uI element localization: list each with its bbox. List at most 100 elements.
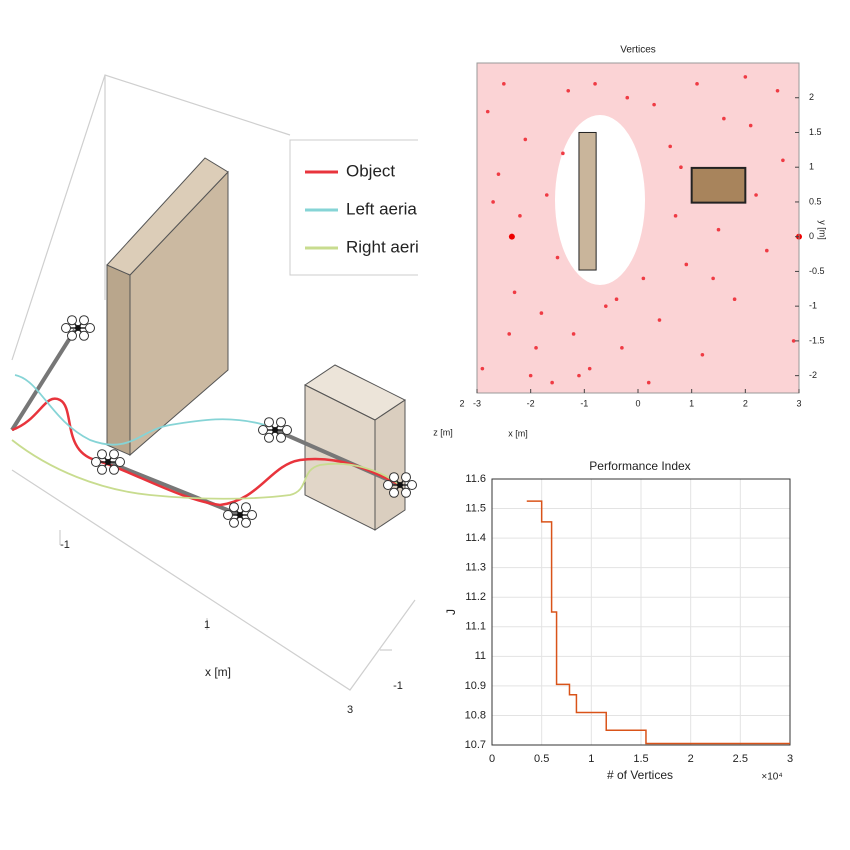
vertex-point <box>711 276 715 281</box>
z-tick-label: 2 <box>459 398 464 408</box>
vertex-point <box>539 311 544 315</box>
x-axis-label: # of Vertices <box>607 768 673 782</box>
drone-body <box>105 459 111 465</box>
drone-rotor <box>241 502 251 513</box>
drone-rotor <box>282 425 292 435</box>
y-tick-label: 11.4 <box>465 532 486 544</box>
drone-body <box>397 482 403 488</box>
vertex-point <box>485 109 490 114</box>
sparse-region <box>555 115 645 285</box>
y-tick-label: 0.5 <box>809 196 822 206</box>
trajectory <box>14 374 266 446</box>
obstacle <box>578 131 597 271</box>
obstacle <box>690 166 747 204</box>
y-tick-label: -1 <box>809 301 817 311</box>
vertex-point <box>480 366 485 371</box>
y-tick-label: 10.8 <box>465 709 486 721</box>
vertex-point <box>646 380 651 385</box>
drone-rotor <box>61 323 71 333</box>
trajectory <box>11 397 401 507</box>
y-tick-label: 11 <box>475 650 486 662</box>
box-side <box>374 399 406 531</box>
legend-label: Right aeri <box>346 237 419 256</box>
vertex-point <box>625 95 630 100</box>
vertices-chart: -3 -2 -1 0 1 2 3 -2 -1.5 -1 -0.5 0 0.5 1 1.5 2 Vertices x… <box>433 45 827 439</box>
x-tick-label: 3 <box>796 398 801 408</box>
wall-top <box>106 157 229 276</box>
drone-rotor <box>97 464 107 475</box>
y-tick-label: 2 <box>809 92 814 102</box>
drone-rotor <box>79 315 89 326</box>
performance-chart: 0 0.5 1 1.5 2 2.5 310.710.810.91111.111.211.31… <box>444 459 793 782</box>
scene-3d: Object Left aerial Right aeri -1 1 3 -1 x [m] <box>10 74 426 716</box>
vertex-point <box>722 116 726 121</box>
drone-rotor <box>401 487 411 498</box>
y-axis-label: y [m] <box>818 220 828 240</box>
vertex-point <box>684 262 689 267</box>
y-axis-label: J <box>444 609 458 615</box>
vertex-point <box>604 304 608 308</box>
drone-rotor <box>258 425 268 435</box>
drone-rotor <box>85 323 95 333</box>
drone-rotor <box>109 449 119 460</box>
x-tick-label: 1 <box>689 398 694 408</box>
vertex-point <box>566 88 571 93</box>
vertex-point <box>748 123 753 128</box>
vertex-point <box>502 82 506 86</box>
x-tick-label: 1 <box>204 619 210 631</box>
axis-box <box>11 74 416 691</box>
plot-frame <box>491 478 791 746</box>
y-tick-label: 10.9 <box>465 680 486 692</box>
y-tick-label: 1 <box>809 162 814 172</box>
legend-box <box>289 139 426 276</box>
drone-rotor <box>67 330 77 341</box>
drone-rotor <box>79 330 89 341</box>
drone-rotor <box>241 517 251 528</box>
y-tick-label: -0.5 <box>809 266 825 276</box>
vertex-point <box>523 137 528 142</box>
y-tick-label: 10.7 <box>465 739 486 751</box>
vertex-point <box>695 82 699 86</box>
y-tick-label: 11.3 <box>465 562 486 574</box>
x-tick-label: 2 <box>688 753 694 765</box>
vertex-point <box>550 380 554 385</box>
vertex-point <box>571 332 576 336</box>
vertex-point <box>577 373 581 378</box>
drone-rotor <box>97 449 107 460</box>
vertex-point <box>743 75 748 79</box>
x-tick-label: 0 <box>635 398 640 408</box>
vertex-point <box>534 346 538 350</box>
x-multiplier: ×10⁴ <box>761 772 782 783</box>
x-tick-label: 3 <box>787 753 793 765</box>
vertex-point <box>518 214 522 218</box>
y-tick-label: 11.1 <box>465 621 486 633</box>
vertex-point <box>587 366 592 371</box>
x-tick-label: -1 <box>60 539 70 551</box>
vertex-point <box>507 332 512 336</box>
x-axis-label: x [m] <box>205 665 231 679</box>
drone-rotor <box>247 510 257 520</box>
drone-body <box>237 512 243 518</box>
drone-rotor <box>91 457 101 467</box>
vertex-point <box>561 151 565 156</box>
y-tick-label: 11.2 <box>465 591 486 603</box>
y-tick-label: 11.5 <box>465 502 486 514</box>
x-tick-label: 2 <box>743 398 748 408</box>
vertex-point <box>791 339 796 343</box>
y-tick-label: 1.5 <box>809 127 822 137</box>
drone-body <box>75 325 81 331</box>
drone-body <box>272 427 278 433</box>
legend: Object Left aerial Right aeri <box>305 161 421 256</box>
wall-side <box>106 264 131 456</box>
vertex-point <box>765 248 769 253</box>
vertex-point <box>528 373 533 378</box>
vertex-point <box>512 290 517 295</box>
y-tick-label: -1 <box>393 680 403 692</box>
crop <box>418 60 458 290</box>
vertex-point <box>668 144 672 149</box>
vertex-point <box>679 165 683 170</box>
drone-rotor <box>223 510 233 520</box>
drone-rotor <box>276 432 286 443</box>
trajectory <box>11 439 401 500</box>
x-tick-label: 3 <box>347 704 353 716</box>
